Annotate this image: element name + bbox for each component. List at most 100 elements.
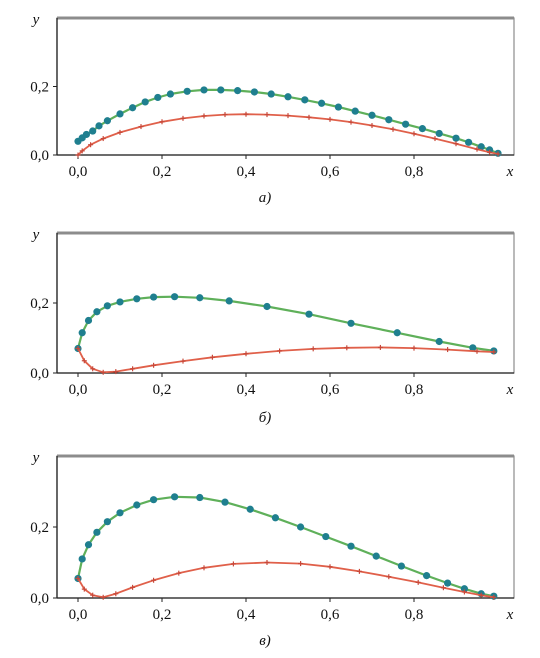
- lower-surface-point: [461, 589, 467, 595]
- upper-surface-point: [196, 294, 204, 302]
- upper-surface-point: [183, 87, 191, 95]
- lower-surface-point: [117, 129, 123, 135]
- upper-surface-point: [465, 138, 473, 146]
- upper-surface-point: [171, 493, 179, 501]
- x-axis-label: x: [506, 164, 514, 180]
- upper-surface-point: [89, 127, 97, 135]
- upper-surface-point: [318, 99, 326, 107]
- panel-caption: а): [259, 190, 272, 206]
- x-tick-label: 0,6: [321, 164, 340, 180]
- lower-surface-point: [100, 369, 106, 375]
- upper-surface-point: [150, 293, 158, 301]
- lower-surface-point: [90, 592, 96, 598]
- chart-panel-3: 0,0 0,2 0,4 0,6 0,8 0,0 0,2 y x в): [30, 450, 515, 649]
- upper-surface-point: [393, 329, 401, 337]
- y-tick-label: 0,2: [30, 80, 49, 96]
- chart-panel-1: 0,0 0,2 0,4 0,6 0,8 0,0 0,2 y x а): [30, 12, 515, 206]
- chart-panel-2: 0,0 0,2 0,4 0,6 0,8 0,0 0,2 y x б): [30, 227, 515, 426]
- upper-surface-point: [250, 88, 258, 96]
- upper-surface-point: [297, 523, 305, 531]
- lower-surface-point: [230, 561, 236, 567]
- x-tick-label: 0,0: [69, 164, 88, 180]
- lower-surface-point: [151, 577, 157, 583]
- lower-surface-point: [491, 349, 497, 355]
- lower-surface-point: [495, 151, 501, 157]
- lower-surface-point: [75, 575, 81, 581]
- lower-surface-point: [113, 591, 119, 597]
- lower-surface-point: [130, 366, 136, 372]
- x-tick-label: 0,6: [321, 382, 340, 398]
- lower-surface-point: [264, 560, 270, 565]
- upper-surface-point: [93, 308, 101, 316]
- x-tick-label: 0,8: [405, 382, 424, 398]
- upper-surface-point: [166, 90, 174, 98]
- lower-surface-point: [180, 115, 186, 121]
- upper-surface-point: [196, 493, 204, 502]
- upper-surface-point: [351, 107, 359, 115]
- y-tick-label: 0,2: [30, 520, 49, 536]
- y-tick-label: 0,0: [30, 148, 49, 164]
- y-tick-label: 0,2: [30, 296, 49, 312]
- upper-surface-point: [347, 542, 355, 550]
- lower-surface-point: [90, 366, 96, 372]
- upper-surface-point: [402, 120, 410, 128]
- lower-surface-point: [75, 152, 81, 158]
- lower-surface-point: [327, 116, 333, 122]
- y-tick-label: 0,0: [30, 366, 49, 382]
- upper-surface-point: [129, 104, 137, 112]
- x-tick-label: 0,4: [237, 607, 256, 623]
- upper-surface-point: [116, 298, 124, 306]
- lower-surface-point: [100, 136, 106, 142]
- upper-surface-point: [154, 93, 162, 102]
- upper-surface-point: [103, 117, 111, 125]
- lower-surface-point: [264, 112, 270, 118]
- upper-surface-point: [141, 98, 149, 106]
- x-tick-label: 0,6: [321, 607, 340, 623]
- panel-caption: в): [259, 633, 271, 649]
- lower-surface-point: [243, 111, 249, 117]
- lower-surface-point: [377, 344, 383, 350]
- upper-surface-point: [301, 96, 309, 104]
- upper-surface-point: [150, 496, 158, 504]
- upper-surface-point: [435, 129, 443, 138]
- lower-surface-point: [344, 345, 350, 351]
- lower-surface-point: [415, 579, 421, 585]
- lower-surface-point: [243, 351, 249, 357]
- upper-surface-point: [305, 310, 313, 318]
- upper-surface-point: [225, 297, 233, 305]
- lower-surface-point: [310, 346, 316, 352]
- upper-surface-point: [103, 302, 111, 310]
- upper-surface-point: [78, 329, 86, 337]
- lower-surface-point: [440, 585, 446, 591]
- lower-surface-point: [390, 126, 396, 132]
- x-tick-label: 0,8: [405, 164, 424, 180]
- lower-surface-point: [113, 369, 119, 375]
- upper-surface-point: [334, 103, 342, 111]
- x-axis-label: x: [506, 607, 514, 623]
- lower-surface-line: [77, 346, 494, 374]
- lower-surface-point: [411, 131, 417, 137]
- lower-surface-point: [176, 570, 182, 576]
- x-tick-label: 0,8: [405, 607, 424, 623]
- lower-surface-line: [77, 113, 499, 156]
- lower-surface-point: [159, 119, 165, 125]
- upper-surface-point: [82, 130, 90, 139]
- upper-surface-point: [234, 87, 242, 95]
- upper-surface-point: [84, 541, 93, 549]
- x-tick-label: 0,2: [153, 382, 172, 398]
- lower-surface-point: [79, 148, 85, 154]
- upper-surface-point: [93, 528, 101, 536]
- lower-surface-point: [327, 564, 333, 570]
- lower-surface-point: [453, 141, 459, 147]
- x-tick-label: 0,4: [237, 382, 256, 398]
- lower-surface-point: [306, 114, 312, 120]
- lower-surface-point: [474, 348, 480, 354]
- x-axis-label: x: [506, 382, 514, 398]
- upper-surface-point: [133, 295, 141, 303]
- y-axis-label: y: [31, 227, 40, 243]
- lower-surface-point: [100, 594, 106, 600]
- panel-caption: б): [259, 410, 272, 426]
- lower-surface-point: [369, 123, 375, 129]
- upper-surface-point: [271, 514, 279, 522]
- lower-surface-point: [386, 574, 392, 580]
